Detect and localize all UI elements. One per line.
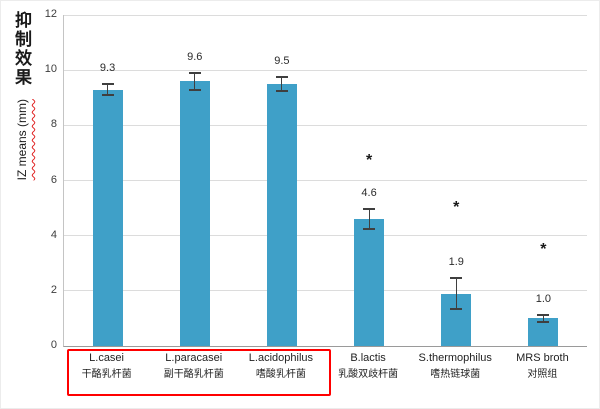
significance-asterisk-mrs-broth: * [540,240,547,258]
x-label-chinese: 对照组 [527,369,558,380]
error-bar-mrs-broth [537,314,550,323]
error-bar-l-casei [101,82,114,97]
x-label-chinese: 干酪乳杆菌 [81,369,132,380]
y-tick-label: 0 [50,339,57,351]
x-label-chinese: 嗜酸乳杆菌 [255,369,306,380]
bar-slot-b-lactis: 4.6 * [326,15,413,346]
x-label-l-casei: L.casei 干酪乳杆菌 [63,352,150,381]
bar-slot-mrs-broth: 1.0 * [500,15,587,346]
x-label-l-paracasei: L.paracasei 副干酪乳杆菌 [150,352,237,381]
y-tick-label: 10 [44,63,57,76]
bar-slot-l-casei: 9.3 [64,15,151,346]
x-label-l-acidophilus: L.acidophilus 嗜酸乳杆菌 [237,352,324,381]
x-label-b-lactis: B.lactis 乳酸双歧杆菌 [325,352,412,381]
value-label-l-acidophilus: 9.5 [274,54,290,67]
x-label-latin: L.paracasei [165,352,223,364]
y-axis-title: 抑制效果 IZ means (mm) [9,11,34,346]
bar-slot-s-thermophilus: 1.9 * [413,15,500,346]
y-tick-label: 2 [50,283,57,296]
plot-area: 9.3 9.6 9.5 4.6 * 1.9 * 1.0 * [63,14,587,347]
y-tick-label: 8 [50,118,57,131]
error-bar-s-thermophilus [450,277,463,311]
gridline-y4 [64,235,587,237]
significance-asterisk-b-lactis: * [365,152,373,170]
x-label-latin: L.casei [89,352,124,364]
x-label-latin: S.thermophilus [418,352,492,364]
bar-mrs-broth [528,318,559,346]
gridline-y2 [64,290,587,292]
x-label-latin: L.acidophilus [248,352,314,364]
error-bar-stem [455,279,457,309]
value-label-mrs-broth: 1.0 [535,293,552,306]
x-label-latin: B.lactis [350,352,386,364]
y-tick-label: 6 [50,173,57,186]
x-label-mrs-broth: MRS broth 对照组 [499,352,586,381]
error-bar-l-paracasei [188,71,201,91]
error-bar-l-acidophilus [275,75,288,93]
error-bar-stem [281,77,283,91]
y-axis-title-en: IZ means (mm) [14,99,29,181]
gridline-y6 [64,180,587,181]
error-bar-stem [368,210,370,229]
value-label-s-thermophilus: 1.9 [448,256,464,268]
x-label-latin: MRS broth [516,352,569,364]
gridline-y12 [64,14,587,16]
bar-slot-l-acidophilus: 9.5 [238,15,325,346]
y-tick-label: 12 [44,8,57,20]
bar-slot-l-paracasei: 9.6 [151,15,238,346]
highlight-box [67,349,331,396]
x-label-s-thermophilus: S.thermophilus 嗜热链球菌 [412,352,499,381]
x-label-chinese: 嗜热链球菌 [430,369,481,380]
x-label-chinese: 副干酪乳杆菌 [163,369,224,380]
value-label-l-paracasei: 9.6 [187,50,203,63]
gridline-y10 [64,69,587,71]
bar-l-paracasei [179,81,210,346]
value-label-l-casei: 9.3 [99,61,116,74]
y-tick-label: 4 [50,228,57,241]
error-bar-stem [542,316,544,321]
significance-asterisk-s-thermophilus: * [453,199,460,217]
bar-b-lactis [354,219,385,346]
bar-l-casei [92,89,123,346]
value-label-b-lactis: 4.6 [361,187,377,200]
error-bar-stem [194,73,196,89]
y-axis-title-cn: 抑制效果 [12,11,31,87]
x-label-chinese: 乳酸双歧杆菌 [338,369,399,380]
error-bar-stem [107,84,109,95]
gridline-y8 [64,124,587,126]
bar-l-acidophilus [266,84,297,346]
error-bar-b-lactis [363,208,376,231]
